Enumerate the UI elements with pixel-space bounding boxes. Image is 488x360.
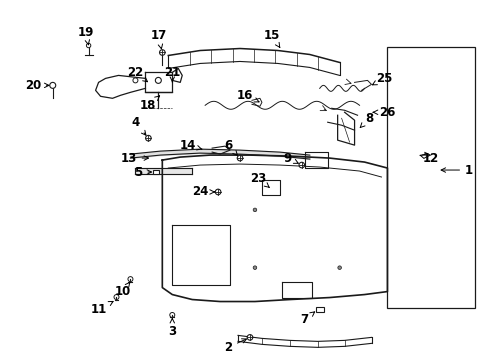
Text: 9: 9 [283,152,298,165]
Text: 12: 12 [419,152,439,165]
Text: 10: 10 [114,282,130,298]
Circle shape [215,189,221,195]
Circle shape [128,276,133,282]
Text: 5: 5 [134,166,151,179]
Circle shape [253,266,256,269]
Circle shape [298,162,304,168]
Text: 19: 19 [77,26,94,45]
Text: 14: 14 [180,139,202,152]
Circle shape [50,82,56,88]
Text: 13: 13 [120,152,148,165]
Text: 2: 2 [224,339,246,354]
Bar [315,307,323,312]
Circle shape [86,43,91,48]
Text: 18: 18 [140,96,159,112]
Text: 24: 24 [192,185,214,198]
Circle shape [159,50,165,55]
Text: 22: 22 [127,66,147,82]
Bar [153,170,159,174]
Text: 21: 21 [164,66,180,82]
Text: 26: 26 [372,106,395,119]
Text: 25: 25 [372,72,392,85]
Text: 6: 6 [224,139,237,155]
Text: 16: 16 [236,89,259,102]
Text: 3: 3 [168,319,176,338]
Text: 4: 4 [131,116,145,135]
Text: 20: 20 [25,79,49,92]
Circle shape [114,294,119,300]
Circle shape [253,208,256,212]
Bar [386,46,474,307]
Circle shape [337,266,341,269]
Text: 7: 7 [300,312,314,326]
Circle shape [145,135,151,141]
Circle shape [155,77,161,84]
Text: 8: 8 [360,112,373,127]
Text: 11: 11 [90,301,113,316]
Circle shape [247,334,252,340]
Text: 15: 15 [263,29,280,48]
Text: 1: 1 [440,163,472,176]
Text: 23: 23 [249,171,268,187]
Text: 17: 17 [150,29,166,49]
Circle shape [169,312,174,318]
Circle shape [237,155,243,161]
Circle shape [133,78,138,83]
